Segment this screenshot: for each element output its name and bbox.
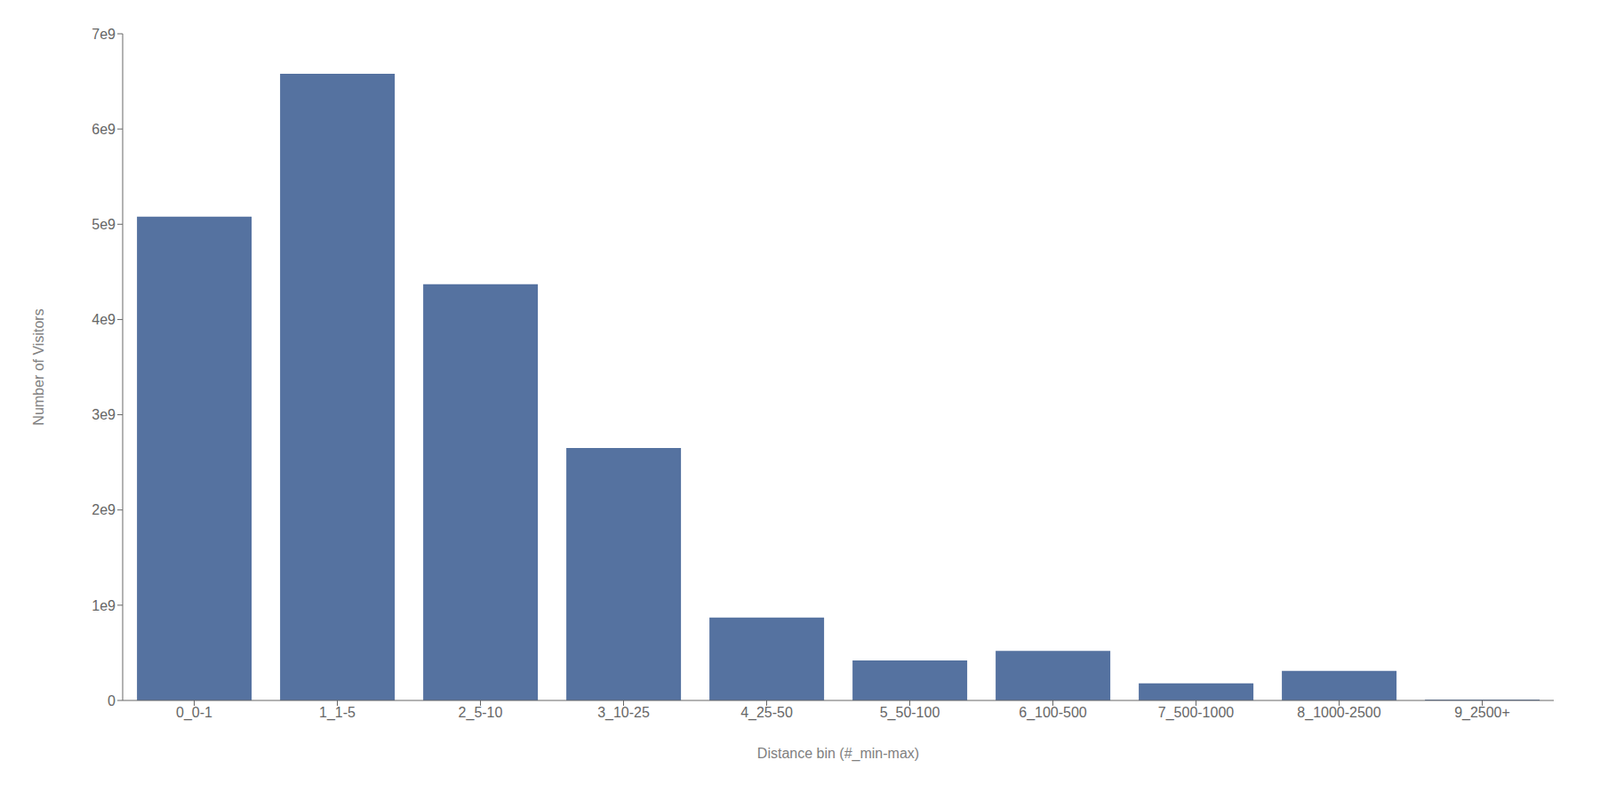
svg-text:1_1-5: 1_1-5: [319, 704, 356, 721]
svg-text:3_10-25: 3_10-25: [597, 704, 650, 721]
svg-text:5_50-100: 5_50-100: [880, 704, 941, 721]
svg-text:0_0-1: 0_0-1: [176, 704, 213, 721]
svg-text:2_5-10: 2_5-10: [458, 704, 504, 721]
svg-text:8_1000-2500: 8_1000-2500: [1296, 704, 1381, 721]
svg-text:Distance bin (#_min-max): Distance bin (#_min-max): [757, 745, 920, 762]
svg-text:7_500-1000: 7_500-1000: [1158, 704, 1235, 721]
svg-text:0: 0: [107, 693, 116, 709]
svg-text:1e9: 1e9: [91, 598, 116, 614]
svg-text:4e9: 4e9: [91, 312, 116, 328]
svg-text:Number of Visitors: Number of Visitors: [31, 308, 47, 425]
svg-text:4_25-50: 4_25-50: [740, 704, 793, 721]
svg-text:5e9: 5e9: [91, 216, 116, 232]
svg-text:9_2500+: 9_2500+: [1454, 704, 1511, 721]
svg-text:6e9: 6e9: [91, 121, 116, 137]
svg-text:3e9: 3e9: [91, 407, 116, 423]
svg-text:7e9: 7e9: [91, 26, 116, 42]
svg-text:6_100-500: 6_100-500: [1018, 704, 1088, 721]
svg-text:2e9: 2e9: [91, 502, 116, 518]
